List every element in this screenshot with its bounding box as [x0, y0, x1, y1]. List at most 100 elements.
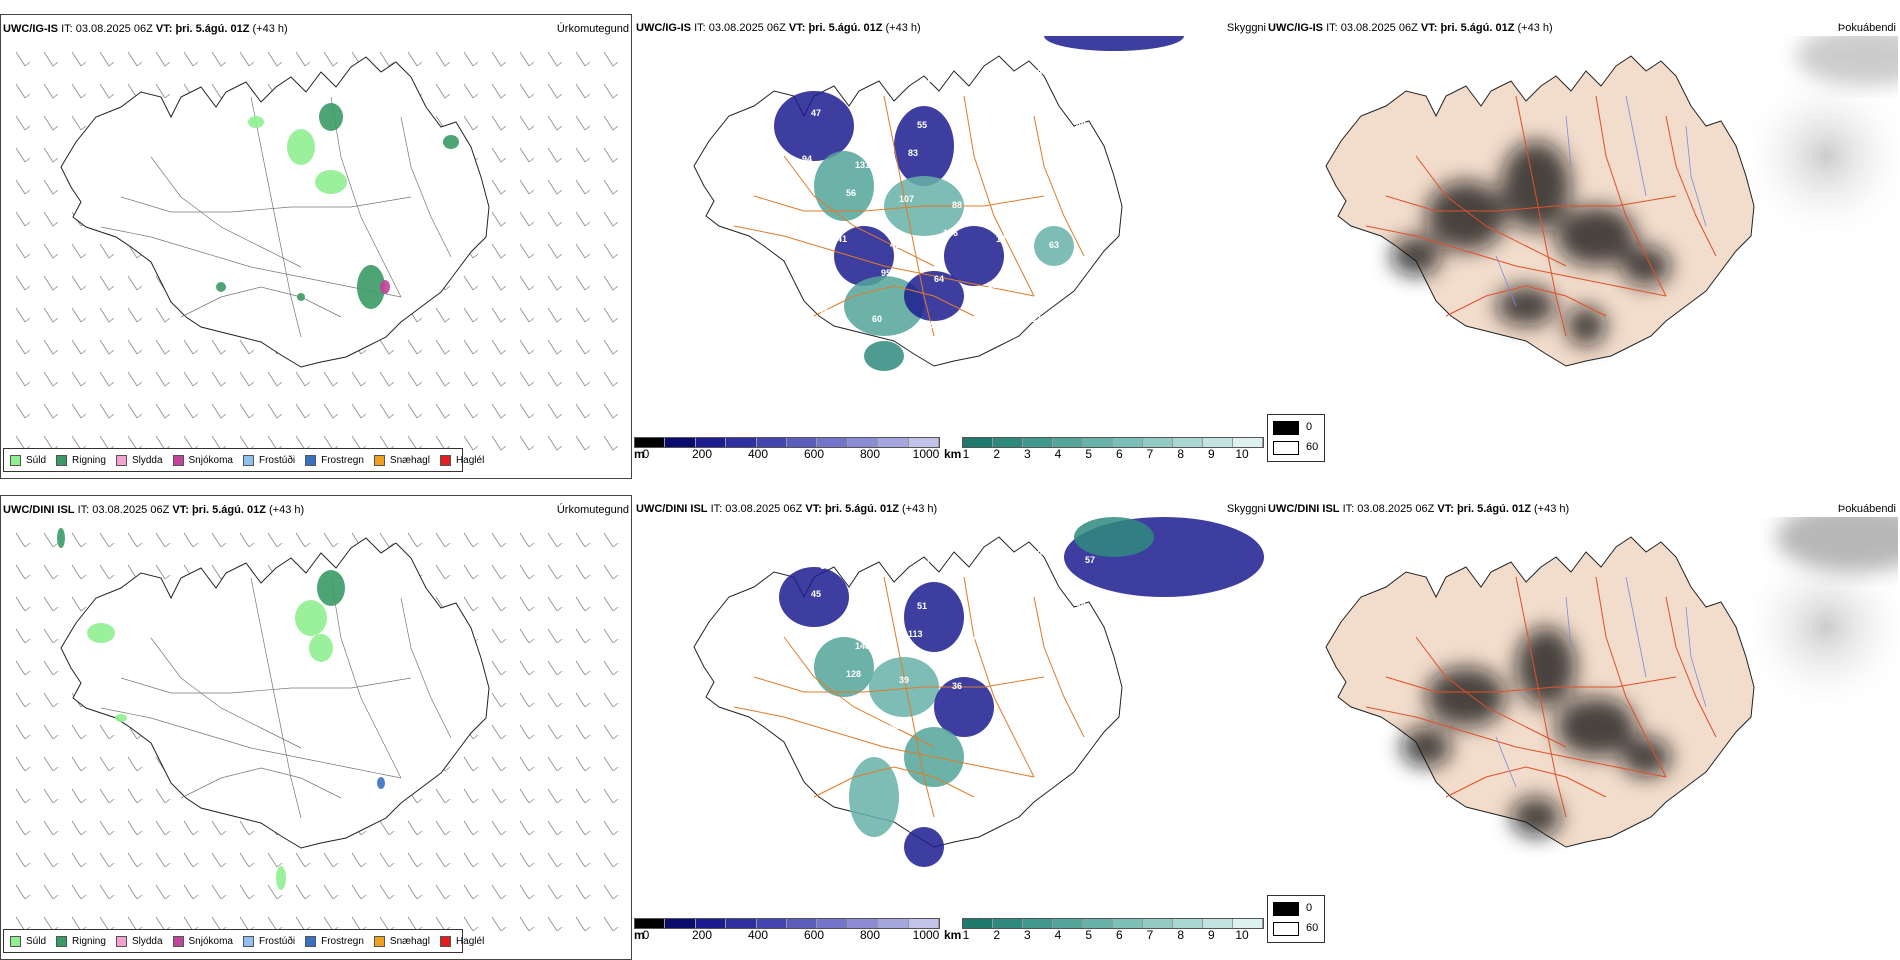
visibility-value-label: 45	[775, 274, 785, 284]
colorbar-cell	[756, 919, 787, 928]
colorbar-cell	[695, 919, 727, 928]
legend-label: Slydda	[131, 935, 163, 947]
visibility-value-label: 88	[1032, 68, 1042, 78]
visibility-value-label: 45	[811, 589, 821, 599]
panel-title: Úrkomutegund	[556, 504, 629, 516]
legend-label: Slydda	[131, 454, 163, 466]
visibility-value-label: 63	[1014, 160, 1024, 170]
visibility-value-label: 26	[1067, 148, 1077, 158]
visibility-value-label: 34	[1040, 268, 1050, 278]
colorbar-cell	[665, 919, 696, 928]
fog-legend: 0 60	[1267, 895, 1325, 943]
colorbar-tick-label: 1	[962, 928, 970, 942]
visibility-value-label: 38	[864, 595, 874, 605]
visibility-value-label: 60	[970, 108, 980, 118]
visibility-value-label: 59	[820, 80, 830, 90]
legend-label: Frostregn	[321, 935, 364, 947]
visibility-value-label: 95	[1058, 194, 1068, 204]
legend-label: Rigning	[72, 935, 106, 947]
colorbar-cell	[993, 919, 1023, 928]
legend-label: Haglél	[455, 935, 485, 947]
panel-header: UWC/IG-IS IT: 03.08.2025 06Z VT: þri. 5.…	[1268, 22, 1553, 34]
colorbar-tick-label: 400	[747, 928, 769, 942]
colorbar-cell	[1083, 919, 1113, 928]
precip-legend-item: Frostúði	[242, 935, 295, 947]
legend-swatch	[242, 935, 254, 947]
legend-swatch	[242, 454, 254, 466]
visibility-value-label: 52	[1085, 74, 1095, 84]
colorbar-tick-label: 400	[747, 447, 769, 461]
precip-legend-item: Súld	[10, 935, 46, 947]
panel-title: Þokuábendi	[1837, 22, 1896, 34]
colorbar-tick-label: 4	[1054, 928, 1062, 942]
visibility-value-label: 39	[899, 675, 909, 685]
colorbar-cell	[963, 919, 993, 928]
colorbar-tick-label: 0	[642, 447, 650, 461]
legend-swatch	[10, 454, 21, 466]
visibility-value-label: 67	[837, 715, 847, 725]
precip-legend-item: Frostúði	[242, 454, 296, 466]
panel-title: Þokuábendi	[1837, 503, 1896, 515]
ceiling-colorbar	[634, 437, 940, 448]
legend-label: Snjókoma	[188, 935, 233, 947]
visibility-value-label: 45	[1023, 114, 1033, 124]
ceiling-unit: m	[634, 928, 645, 942]
visibility-value-label: 108	[714, 68, 729, 78]
visibility-value-label: 148	[855, 641, 870, 651]
visibility-value-label: 62	[793, 200, 803, 210]
precip-legend-item: Haglél	[439, 454, 485, 466]
fog-legend-label: 60	[1306, 441, 1319, 453]
visibility-value-label: 74	[979, 561, 989, 571]
visibility-value-label: 60	[1032, 549, 1042, 559]
colorbar-tick-label: 8	[1177, 447, 1184, 461]
legend-label: Snæhagl	[389, 454, 430, 466]
panel-header: UWC/IG-IS IT: 03.08.2025 06Z VT: þri. 5.…	[636, 22, 921, 34]
legend-label: Frostúði	[258, 454, 296, 466]
visibility-value-label: 88	[952, 200, 962, 210]
fog-legend-swatch	[1273, 421, 1299, 435]
panel-title: Skyggni	[1226, 22, 1266, 34]
panel-header: UWC/DINI ISL IT: 03.08.2025 06Z VT: þri.…	[636, 503, 938, 515]
colorbar-tick-label: 6	[1115, 447, 1123, 461]
visibility-value-label: 62	[749, 629, 759, 639]
visibility-value-label: 137	[987, 280, 1002, 290]
colorbar-cell	[695, 438, 727, 447]
legend-swatch	[439, 935, 451, 947]
precip-type-map	[15, 528, 619, 932]
visibility-value-label: 64	[934, 274, 944, 284]
colorbar-tick-label: 7	[1146, 447, 1154, 461]
visibility-value-label: 10	[926, 74, 936, 84]
precip-legend-item: Frostregn	[305, 454, 364, 466]
fog-legend-label: 0	[1306, 421, 1313, 433]
legend-swatch	[172, 935, 184, 947]
precip-legend-item: Slydda	[115, 935, 163, 947]
colorbar-tick-label: 5	[1085, 928, 1092, 942]
visibility-value-label: 48	[722, 268, 732, 278]
precip-legend-item: Haglél	[439, 935, 485, 947]
colorbar-cell	[1203, 919, 1233, 928]
visibility-value-label: 41	[890, 240, 900, 250]
visibility-value-label: 52	[1084, 320, 1094, 330]
legend-label: Haglél	[455, 454, 485, 466]
fog-index-panel-row2: UWC/DINI ISL IT: 03.08.2025 06Z VT: þri.…	[1266, 495, 1898, 960]
visibility-value-label: 66	[1058, 675, 1068, 685]
legend-swatch	[305, 454, 317, 466]
visibility-value-label: 63	[1049, 240, 1059, 250]
visibility-unit: km	[944, 928, 962, 942]
precip-legend-item: Frostregn	[305, 935, 364, 947]
colorbar-tick-label: 3	[1023, 447, 1031, 461]
colorbar-tick-label: 1000	[912, 928, 940, 942]
ceiling-unit: m	[634, 447, 645, 461]
fog-legend-swatch	[1273, 441, 1299, 455]
fog-legend-label: 0	[1306, 902, 1313, 914]
visibility-value-label: 52	[802, 635, 812, 645]
colorbar-cell	[786, 438, 818, 447]
visibility-value-label: 58	[970, 589, 980, 599]
precip-legend-item: Snjókoma	[172, 454, 233, 466]
visibility-colorbar	[962, 918, 1264, 929]
visibility-value-label: 49	[749, 148, 759, 158]
colorbar-cell	[1053, 438, 1083, 447]
visibility-value-label: 56	[784, 709, 794, 719]
visibility-value-label: 91	[1023, 595, 1033, 605]
visibility-value-label: 95	[881, 268, 891, 278]
